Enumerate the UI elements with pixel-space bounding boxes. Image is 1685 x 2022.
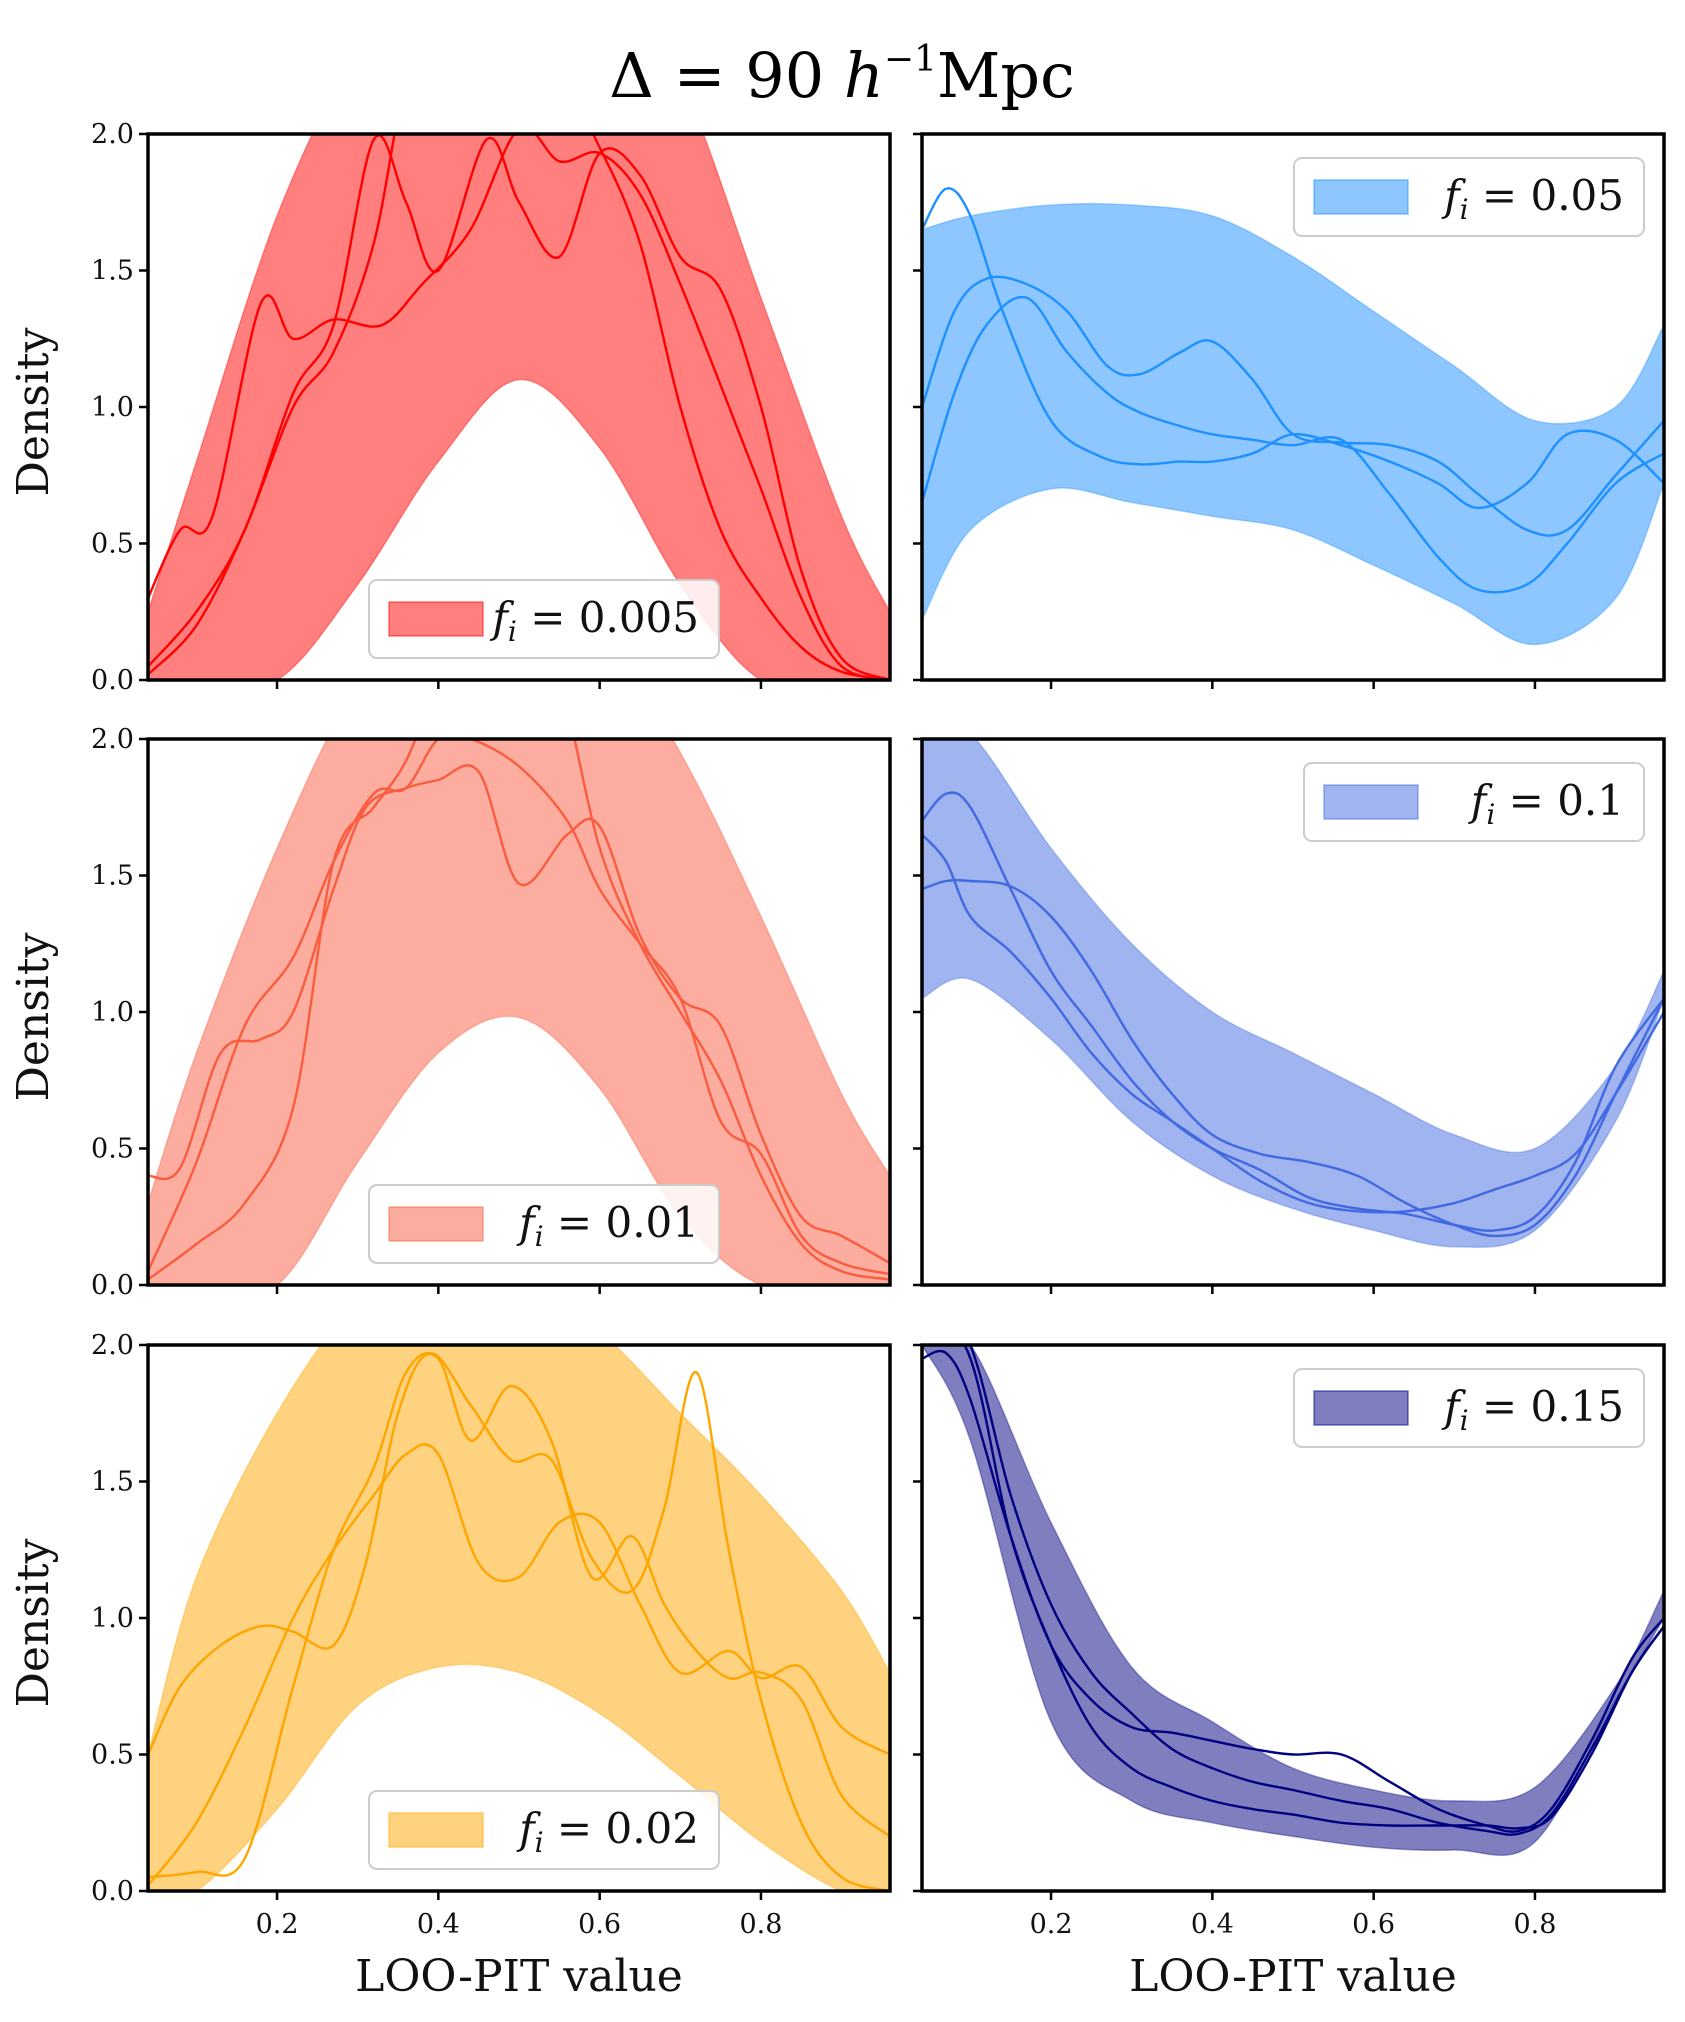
legend-label: fi = 0.02 [516,1804,699,1859]
y-tick-label: 1.5 [91,1467,134,1498]
confidence-band [922,202,1664,646]
series-line-3 [148,134,890,680]
x-tick-label: 0.4 [1191,1909,1234,1940]
legend: fi = 0.02 [368,1790,720,1870]
series-line-2 [969,1345,1664,1836]
series-line-3 [922,833,1664,1214]
legend: fi = 0.005 [368,579,720,659]
series-line-2 [922,275,1664,537]
legend-label: fi = 0.005 [489,593,699,648]
x-tick-label: 0.2 [256,1909,299,1940]
y-tick-label: 1.0 [91,392,134,423]
y-axis-label: Density [8,932,59,1101]
legend-swatch [388,1812,484,1848]
panel-top-right: fi = 0.05 [913,132,1666,689]
panel-bottom-left: 0.2 0.4 0.6 0.8 0.0 0.5 1.0 1.5 2.0 Density LOO-PI… [8,1330,892,2002]
legend-swatch [1313,179,1409,215]
confidence-band [148,134,890,680]
figure-title: Δ = 90 h−1Mpc [609,39,1075,112]
legend-swatch [388,601,484,637]
panel-middle-left: 0.0 0.5 1.0 1.5 2.0 Density fi = 0.01 [8,724,892,1301]
legend-box [368,579,720,659]
legend-box [368,1184,720,1264]
y-tick-label: 0.0 [91,1270,134,1301]
series-line-3 [963,1345,1664,1830]
panel-middle-right: fi = 0.1 [913,737,1666,1294]
plot-area [922,187,1664,646]
plot-area [922,739,1664,1248]
y-tick-label: 0.0 [91,665,134,696]
series-line-3 [922,295,1664,594]
legend-label: fi = 0.15 [1441,1382,1624,1437]
y-axis-label: Density [8,1538,59,1707]
series-line-1 [148,134,890,680]
x-tick-label: 0.8 [739,1909,782,1940]
legend: fi = 0.01 [368,1184,720,1264]
confidence-band [148,739,890,1285]
series-line-1 [922,791,1664,1232]
legend-swatch [1313,1390,1409,1426]
y-axis-label: Density [8,327,59,496]
legend-box [1293,1368,1645,1448]
y-tick-label: 2.0 [91,119,134,150]
series-line-3 [148,739,890,1281]
legend-label: fi = 0.1 [1468,776,1624,831]
series-line-2 [922,878,1664,1238]
plot-area [148,1345,890,1891]
x-tick-label: 0.2 [1030,1909,1073,1940]
legend-box [368,1790,720,1870]
legend-swatch [388,1206,484,1242]
y-tick-label: 0.5 [91,1134,134,1165]
y-tick-label: 2.0 [91,724,134,755]
y-tick-label: 1.5 [91,256,134,287]
legend: fi = 0.1 [1303,762,1645,842]
legend-label: fi = 0.05 [1441,171,1624,226]
legend: fi = 0.15 [1293,1368,1645,1448]
legend-swatch [1323,784,1419,820]
x-tick-label: 0.4 [417,1909,460,1940]
legend-label: fi = 0.01 [516,1198,699,1253]
x-tick-label: 0.8 [1513,1909,1556,1940]
legend-box [1303,762,1645,842]
plot-area [148,739,890,1285]
x-axis-label: LOO-PIT value [355,1951,683,2002]
plot-area [922,1345,1664,1857]
panel-bottom-right: 0.2 0.4 0.6 0.8 LOO-PIT value fi = 0.15 [913,1343,1666,2002]
y-tick-label: 1.0 [91,997,134,1028]
series-line-2 [148,739,890,1276]
x-tick-label: 0.6 [578,1909,621,1940]
y-tick-label: 0.5 [91,1740,134,1771]
series-line-2 [148,134,890,680]
y-tick-label: 2.0 [91,1330,134,1361]
y-tick-label: 1.0 [91,1603,134,1634]
y-tick-label: 1.5 [91,861,134,892]
series-line-1 [148,764,890,1265]
series-line-3 [148,1443,890,1887]
panel-top-left: 0.0 0.5 1.0 1.5 2.0 Density fi = 0.005 [8,119,892,696]
legend: fi = 0.05 [1293,157,1645,237]
x-axis-label: LOO-PIT value [1129,1951,1457,2002]
confidence-band [922,739,1664,1248]
legend-box [1293,157,1645,237]
x-tick-label: 0.6 [1352,1909,1395,1940]
y-tick-label: 0.5 [91,529,134,560]
confidence-band [148,1345,890,1891]
y-tick-label: 0.0 [91,1876,134,1907]
series-line-1 [148,1352,890,1891]
series-line-1 [922,187,1664,510]
plot-area [148,134,890,680]
